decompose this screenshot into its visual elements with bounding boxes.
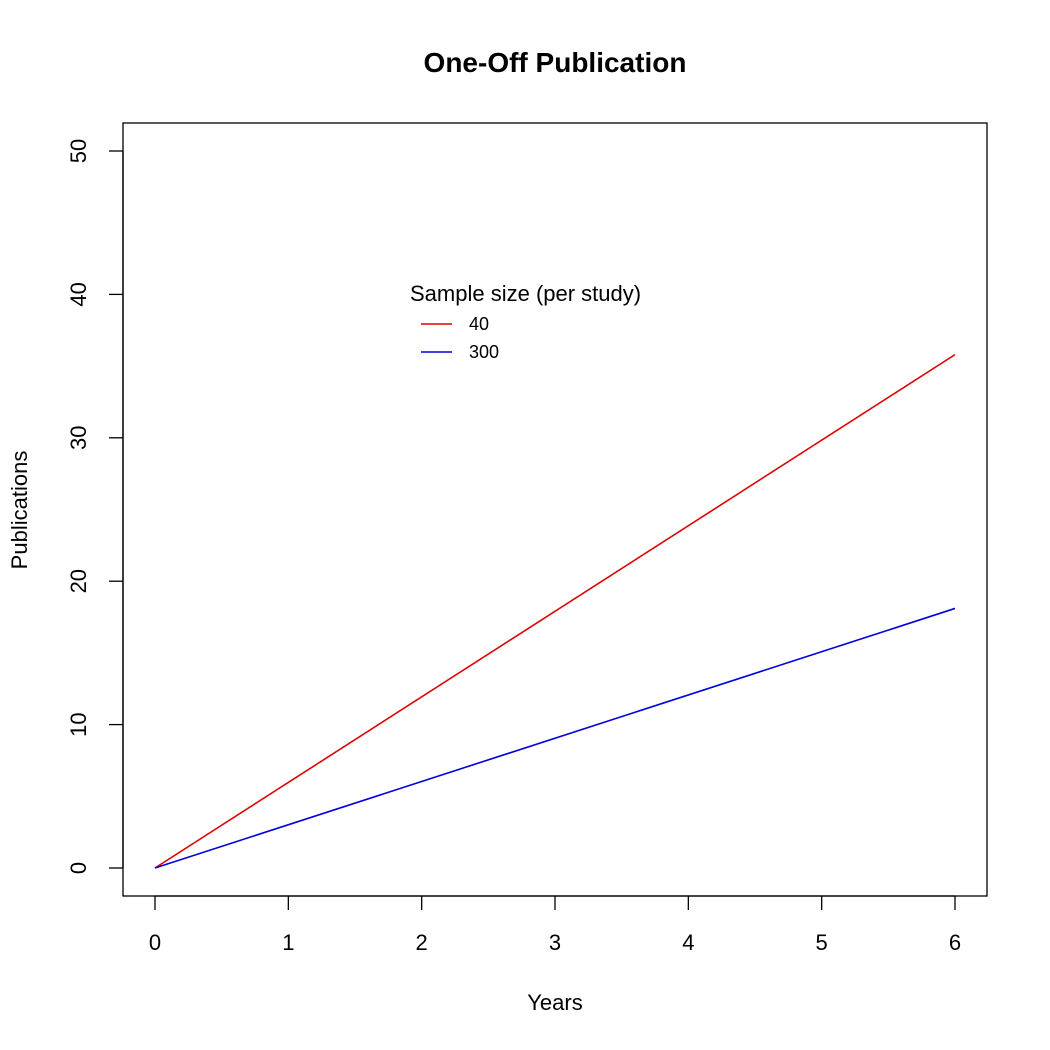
x-tick-label: 4 xyxy=(682,930,694,955)
x-tick-label: 0 xyxy=(149,930,161,955)
series-line-300 xyxy=(154,607,956,869)
legend-label-300: 300 xyxy=(469,342,499,362)
x-tick-label: 3 xyxy=(549,930,561,955)
series-line-40 xyxy=(154,353,956,869)
y-tick-label: 0 xyxy=(66,862,91,874)
y-tick-label: 30 xyxy=(66,426,91,450)
y-tick-label: 50 xyxy=(66,139,91,163)
x-axis-label: Years xyxy=(527,990,582,1015)
x-tick-label: 2 xyxy=(416,930,428,955)
y-tick-label: 20 xyxy=(66,569,91,593)
legend-label-40: 40 xyxy=(469,314,489,334)
y-axis: 0 10 20 30 40 50 xyxy=(66,139,124,874)
x-tick-label: 1 xyxy=(282,930,294,955)
series-group xyxy=(154,353,956,869)
y-tick-label: 10 xyxy=(66,712,91,736)
x-axis: 0 1 2 3 4 5 6 xyxy=(149,895,961,955)
y-axis-label: Publications xyxy=(7,451,32,570)
chart-title: One-Off Publication xyxy=(424,47,687,78)
x-tick-label: 6 xyxy=(949,930,961,955)
y-tick-label: 40 xyxy=(66,282,91,306)
legend-title: Sample size (per study) xyxy=(410,281,641,306)
x-tick-label: 5 xyxy=(816,930,828,955)
